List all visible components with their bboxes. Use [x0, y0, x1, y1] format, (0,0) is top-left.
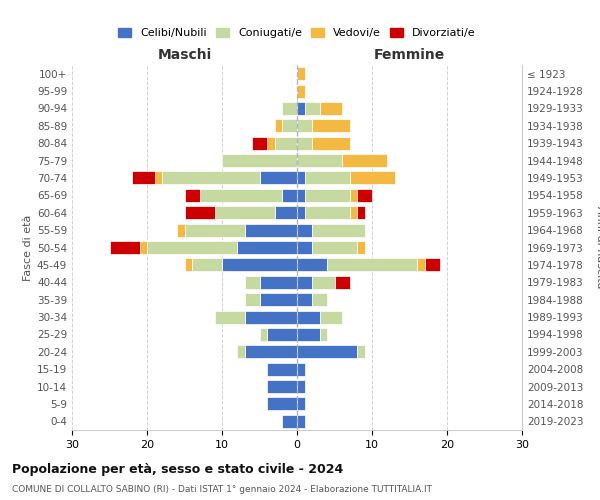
Bar: [297, 206, 305, 220]
Bar: [335, 276, 349, 289]
Bar: [267, 362, 297, 376]
Bar: [162, 172, 260, 184]
Bar: [177, 224, 185, 236]
Bar: [312, 224, 365, 236]
Bar: [357, 189, 372, 202]
Bar: [312, 120, 349, 132]
Bar: [297, 276, 312, 289]
Text: Maschi: Maschi: [157, 48, 212, 62]
Bar: [260, 276, 297, 289]
Bar: [282, 415, 297, 428]
Bar: [132, 172, 155, 184]
Y-axis label: Fasce di età: Fasce di età: [23, 214, 33, 280]
Bar: [260, 172, 297, 184]
Text: COMUNE DI COLLALTO SABINO (RI) - Dati ISTAT 1° gennaio 2024 - Elaborazione TUTTI: COMUNE DI COLLALTO SABINO (RI) - Dati IS…: [12, 485, 432, 494]
Bar: [215, 310, 245, 324]
Bar: [185, 189, 199, 202]
Bar: [297, 380, 305, 393]
Bar: [260, 293, 297, 306]
Bar: [320, 328, 327, 341]
Bar: [297, 398, 305, 410]
Bar: [305, 206, 349, 220]
Bar: [267, 328, 297, 341]
Bar: [282, 120, 297, 132]
Bar: [245, 293, 260, 306]
Bar: [357, 206, 365, 220]
Bar: [297, 310, 320, 324]
Bar: [215, 206, 275, 220]
Bar: [199, 189, 282, 202]
Bar: [312, 241, 357, 254]
Bar: [222, 154, 297, 167]
Bar: [327, 258, 417, 272]
Bar: [297, 120, 312, 132]
Bar: [297, 154, 342, 167]
Bar: [275, 206, 297, 220]
Bar: [312, 276, 335, 289]
Bar: [357, 241, 365, 254]
Bar: [237, 346, 245, 358]
Bar: [267, 398, 297, 410]
Bar: [297, 293, 312, 306]
Bar: [297, 258, 327, 272]
Bar: [147, 241, 237, 254]
Bar: [185, 258, 192, 272]
Legend: Celibi/Nubili, Coniugati/e, Vedovi/e, Divorziati/e: Celibi/Nubili, Coniugati/e, Vedovi/e, Di…: [114, 23, 480, 43]
Bar: [267, 380, 297, 393]
Bar: [245, 346, 297, 358]
Bar: [297, 67, 305, 80]
Bar: [320, 102, 342, 115]
Bar: [297, 172, 305, 184]
Bar: [185, 224, 245, 236]
Bar: [297, 328, 320, 341]
Bar: [297, 136, 312, 149]
Bar: [312, 293, 327, 306]
Y-axis label: Anni di nascita: Anni di nascita: [595, 206, 600, 289]
Bar: [297, 415, 305, 428]
Bar: [282, 189, 297, 202]
Text: Popolazione per età, sesso e stato civile - 2024: Popolazione per età, sesso e stato civil…: [12, 462, 343, 475]
Bar: [305, 102, 320, 115]
Bar: [357, 346, 365, 358]
Bar: [282, 102, 297, 115]
Bar: [139, 241, 147, 254]
Bar: [312, 136, 349, 149]
Bar: [252, 136, 267, 149]
Bar: [349, 189, 357, 202]
Bar: [245, 310, 297, 324]
Bar: [267, 136, 275, 149]
Bar: [349, 206, 357, 220]
Bar: [275, 136, 297, 149]
Bar: [305, 189, 349, 202]
Bar: [297, 189, 305, 202]
Bar: [237, 241, 297, 254]
Bar: [297, 241, 312, 254]
Bar: [342, 154, 387, 167]
Bar: [297, 224, 312, 236]
Bar: [245, 276, 260, 289]
Bar: [349, 172, 395, 184]
Bar: [155, 172, 162, 184]
Bar: [425, 258, 439, 272]
Bar: [297, 102, 305, 115]
Bar: [320, 310, 342, 324]
Bar: [185, 206, 215, 220]
Bar: [260, 328, 267, 341]
Bar: [222, 258, 297, 272]
Bar: [192, 258, 222, 272]
Bar: [297, 346, 357, 358]
Bar: [245, 224, 297, 236]
Bar: [297, 362, 305, 376]
Text: Femmine: Femmine: [374, 48, 445, 62]
Bar: [275, 120, 282, 132]
Bar: [417, 258, 425, 272]
Bar: [297, 84, 305, 98]
Bar: [110, 241, 139, 254]
Bar: [305, 172, 349, 184]
